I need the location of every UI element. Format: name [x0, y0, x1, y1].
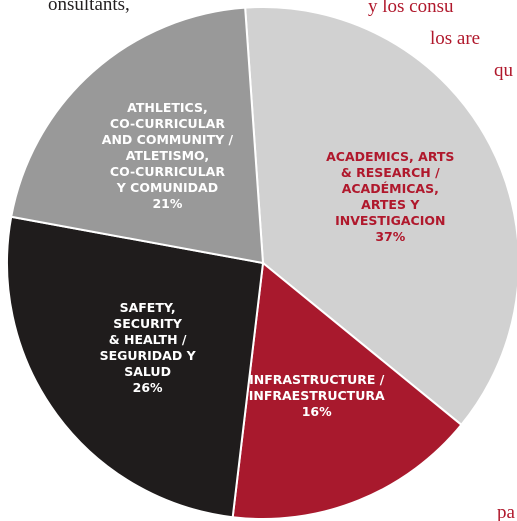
- value-label: 21%: [152, 196, 182, 211]
- label-line: AND COMMUNITY /: [102, 132, 234, 147]
- pie-slice: [244, 6, 517, 427]
- label-line: INFRASTRUCTURE /: [249, 372, 385, 387]
- label-line: Y COMUNIDAD: [116, 180, 218, 195]
- label-line: ACADEMICS, ARTS: [326, 149, 454, 164]
- label-line: INVESTIGACION: [335, 213, 445, 228]
- text-fragment: los are: [430, 28, 480, 49]
- category-label: ATHLETICS, CO-CURRICULAR AND COMMUNITY / AT…: [102, 100, 234, 195]
- category-label: ACADEMICS, ARTS & RESEARCH / ACADÉMICAS, AR…: [326, 149, 454, 228]
- text-fragment: onsultants,: [48, 0, 130, 15]
- text-fragment: y los consu: [368, 0, 454, 17]
- label-line: CO-CURRICULAR: [110, 164, 225, 179]
- label-line: CO-CURRICULAR: [110, 116, 225, 131]
- category-label: INFRASTRUCTURE / INFRAESTRUCTURA: [249, 372, 385, 403]
- label-line: & RESEARCH /: [341, 165, 440, 180]
- category-label: SAFETY, SECURITY & HEALTH / SEGURIDAD Y SALU…: [100, 300, 197, 379]
- slice-label: SAFETY, SECURITY & HEALTH / SEGURIDAD Y SALU…: [100, 300, 197, 395]
- label-line: SALUD: [124, 364, 171, 379]
- label-line: SEGURIDAD Y: [100, 348, 197, 363]
- label-line: ACADÉMICAS,: [342, 181, 439, 196]
- slice-label: ACADEMICS, ARTS & RESEARCH / ACADÉMICAS, AR…: [326, 149, 454, 244]
- slice-label: ATHLETICS, CO-CURRICULAR AND COMMUNITY / AT…: [102, 100, 234, 211]
- value-label: 16%: [302, 404, 332, 419]
- label-line: SECURITY: [113, 316, 183, 331]
- pie-slice: [231, 261, 463, 520]
- text-fragment: pa: [497, 502, 516, 521]
- label-line: INFRAESTRUCTURA: [249, 388, 385, 403]
- text-fragment: qu: [494, 60, 514, 81]
- value-label: 37%: [375, 229, 405, 244]
- label-line: ARTES Y: [361, 197, 420, 212]
- value-label: 26%: [133, 380, 163, 395]
- label-line: ATHLETICS,: [127, 100, 208, 115]
- label-line: SAFETY,: [120, 300, 176, 315]
- pie-slice: [6, 215, 265, 519]
- label-line: & HEALTH /: [109, 332, 187, 347]
- pie-slice: [10, 6, 265, 265]
- label-line: ATLETISMO,: [126, 148, 209, 163]
